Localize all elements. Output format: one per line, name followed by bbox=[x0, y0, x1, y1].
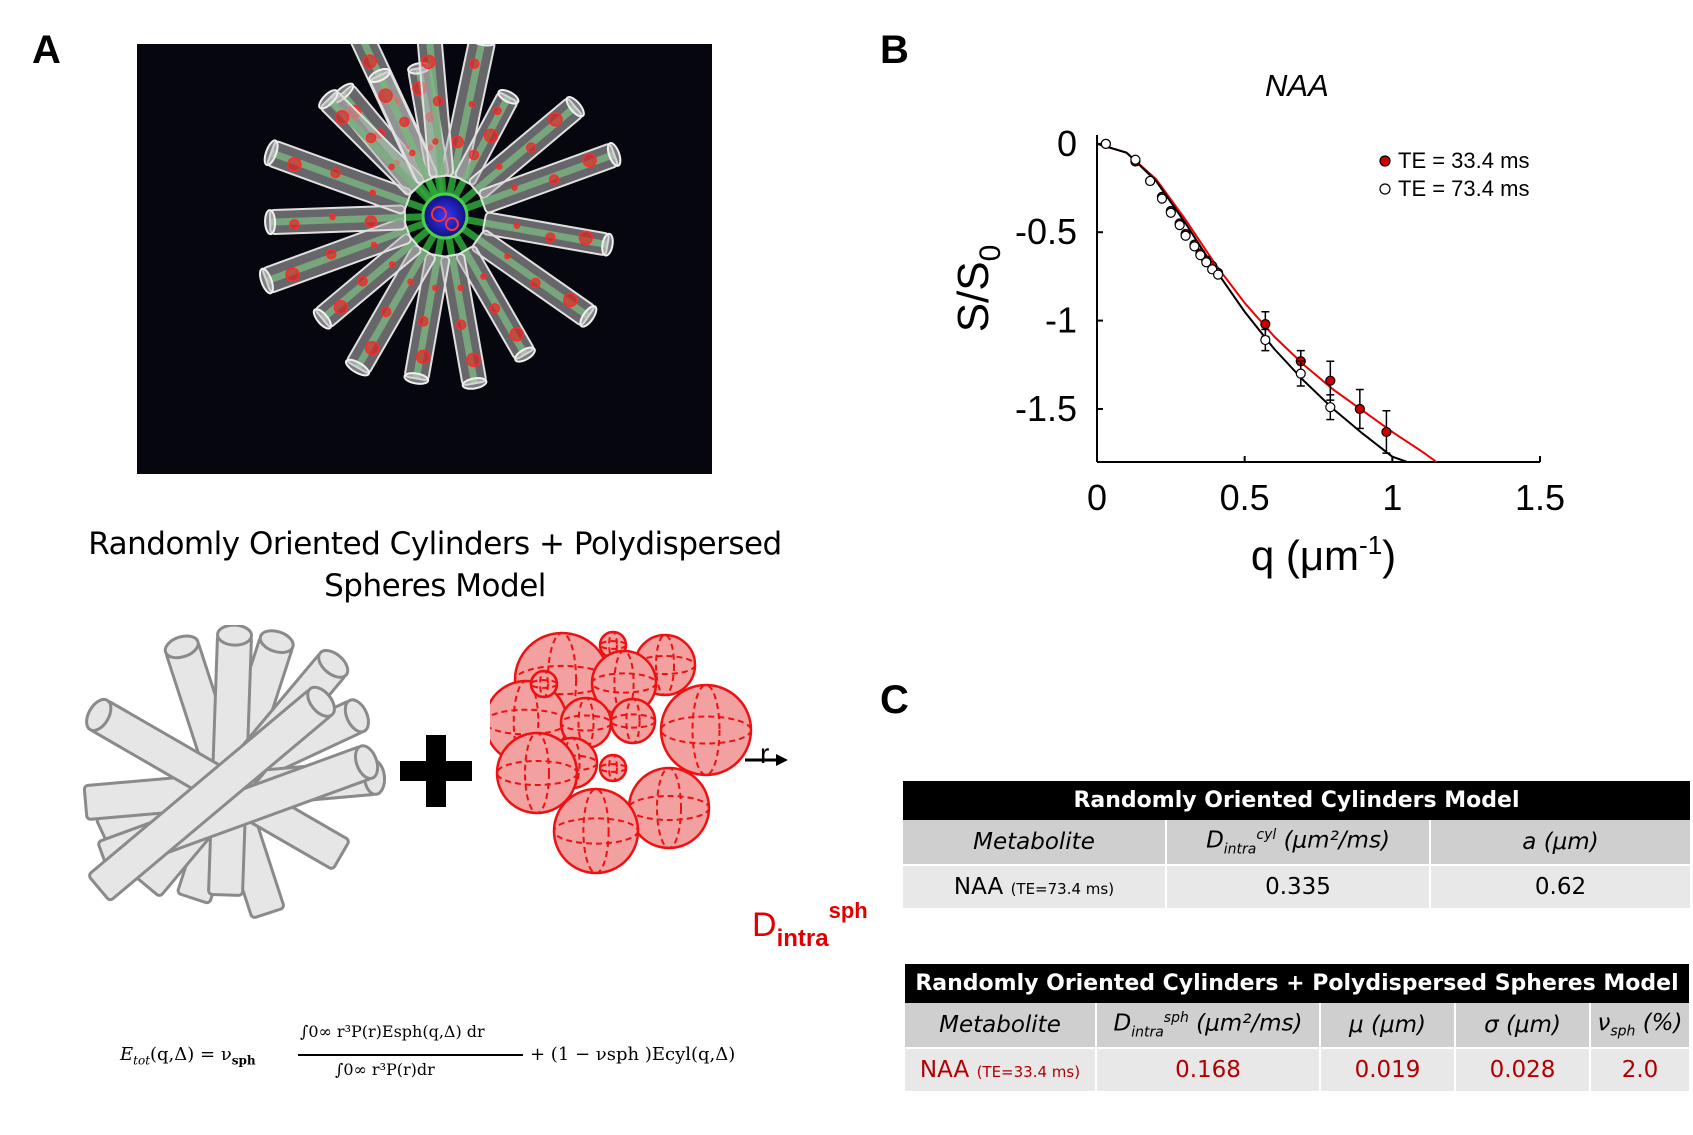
table2-mu-value: 0.019 bbox=[1319, 1047, 1455, 1091]
data-point bbox=[1189, 241, 1200, 252]
cylinders-bundle-diagram bbox=[82, 625, 387, 919]
data-point bbox=[1325, 375, 1336, 386]
chart-legend: TE = 33.4 ms TE = 73.4 ms bbox=[1379, 148, 1529, 201]
series-1 bbox=[1100, 138, 1336, 421]
data-point bbox=[1156, 193, 1168, 204]
panel-label-c: C bbox=[880, 678, 909, 722]
table1-a-value: 0.62 bbox=[1429, 864, 1690, 908]
legend-marker bbox=[1379, 183, 1391, 195]
x-tick-label: 1.5 bbox=[1515, 477, 1565, 518]
data-point bbox=[1100, 138, 1111, 149]
table2-sigma-value: 0.028 bbox=[1454, 1047, 1590, 1091]
data-point bbox=[1354, 403, 1365, 415]
table2-header-mu: μ (μm) bbox=[1319, 1003, 1455, 1048]
table2-header-d-intra-sph: Dintrasph (μm²/ms) bbox=[1095, 1003, 1320, 1048]
y-tick-label: 0 bbox=[1057, 123, 1077, 164]
cylinders-model-table: Randomly Oriented Cylinders Model Metabo… bbox=[903, 781, 1690, 908]
neuron-cylinder-illustration bbox=[137, 44, 712, 474]
table2-header-sigma: σ (μm) bbox=[1454, 1003, 1590, 1048]
data-point bbox=[1295, 368, 1306, 379]
legend-marker bbox=[1379, 155, 1391, 167]
fit-curve bbox=[1096, 142, 1438, 463]
cylinders-spheres-model-table: Randomly Oriented Cylinders + Polydisper… bbox=[905, 964, 1689, 1091]
table2-title: Randomly Oriented Cylinders + Polydisper… bbox=[905, 964, 1689, 1003]
panel-label-b: B bbox=[880, 28, 909, 72]
data-point bbox=[1212, 269, 1224, 280]
x-tick-label: 0 bbox=[1087, 477, 1107, 518]
y-tick-label: -1 bbox=[1045, 300, 1077, 341]
table2-metabolite-cell: NAA (TE=33.4 ms) bbox=[905, 1047, 1096, 1091]
chart-axes: 0 0.5 1 1.5 0 -0.5 -1 -1.5 bbox=[1015, 123, 1565, 518]
y-axis-label: S/S0 bbox=[949, 245, 1007, 333]
x-axis-label: q (μm-1) bbox=[1251, 530, 1396, 579]
data-point bbox=[1201, 257, 1212, 268]
data-point bbox=[1180, 230, 1191, 241]
model-title: Randomly Oriented Cylinders + Polydisper… bbox=[88, 526, 782, 604]
y-tick-label: -1.5 bbox=[1015, 388, 1077, 429]
panel-label-a: A bbox=[32, 28, 61, 72]
y-tick-label: -0.5 bbox=[1015, 211, 1077, 252]
table1-header-d-intra-cyl: Dintracyl (μm²/ms) bbox=[1165, 820, 1430, 865]
data-point bbox=[1260, 334, 1271, 346]
x-tick-label: 1 bbox=[1382, 477, 1402, 518]
d-intra-sph-label: Dintrasph bbox=[752, 898, 868, 952]
table2-header-nu-sph: νsph (%) bbox=[1589, 1003, 1689, 1048]
table1-title: Randomly Oriented Cylinders Model bbox=[903, 781, 1690, 820]
naa-signal-decay-chart: 0 0.5 1 1.5 0 -0.5 -1 -1.5 q (μm-1) S/S0 TE = 33.4… bbox=[949, 123, 1565, 579]
data-point bbox=[1260, 319, 1271, 330]
table1-header-metabolite: Metabolite bbox=[903, 820, 1166, 865]
sphere-radius-label: r bbox=[760, 738, 770, 769]
chart-title: NAA bbox=[1265, 68, 1329, 103]
table1-metabolite-cell: NAA (TE=73.4 ms) bbox=[903, 864, 1166, 908]
x-tick-label: 0.5 bbox=[1220, 477, 1270, 518]
table1-header-a: a (μm) bbox=[1429, 820, 1690, 865]
data-point bbox=[1145, 175, 1156, 187]
table2-d-intra-value: 0.168 bbox=[1095, 1047, 1320, 1091]
data-point bbox=[1325, 402, 1336, 413]
plus-icon bbox=[400, 735, 472, 807]
table1-d-intra-value: 0.335 bbox=[1165, 864, 1430, 908]
polydispersed-spheres-diagram bbox=[490, 630, 788, 875]
legend-label: TE = 33.4 ms bbox=[1398, 148, 1529, 173]
data-point bbox=[1165, 207, 1176, 218]
data-point bbox=[1130, 154, 1141, 165]
data-point bbox=[1174, 220, 1185, 231]
legend-label: TE = 73.4 ms bbox=[1398, 176, 1529, 201]
data-point bbox=[1381, 426, 1392, 438]
model-equation: Etot(q,Δ) = νsph ∫0∞ r³P(r)Esph(q,Δ) dr … bbox=[120, 1022, 736, 1079]
series-0 bbox=[1100, 138, 1392, 454]
table2-nu-value: 2.0 bbox=[1589, 1047, 1689, 1091]
table2-header-metabolite: Metabolite bbox=[905, 1003, 1096, 1048]
data-point bbox=[1195, 250, 1206, 261]
